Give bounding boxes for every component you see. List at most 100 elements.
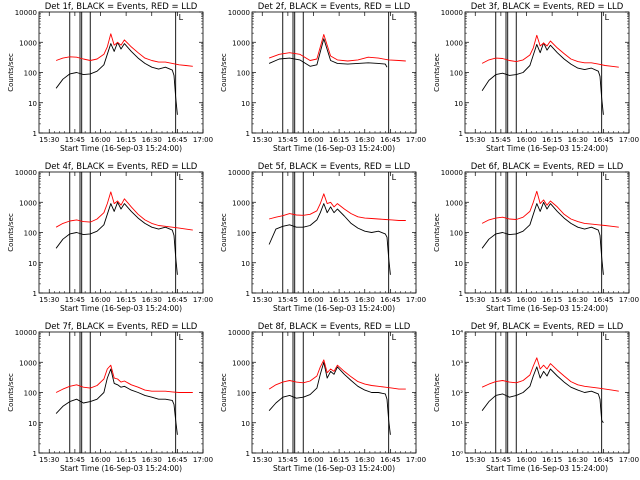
x-axis-label: Start Time (16-Sep-03 15:24:00) bbox=[273, 464, 395, 473]
x-axis-label: Start Time (16-Sep-03 15:24:00) bbox=[486, 464, 608, 473]
x-tick-label: 16:15 bbox=[116, 136, 136, 144]
x-tick-label: 17:00 bbox=[406, 456, 426, 464]
x-tick-label: 16:15 bbox=[542, 136, 562, 144]
plot-frame bbox=[464, 171, 630, 294]
panel-9: Det 9f, BLACK = Events, RED = LLD 10⁰ 10¹ 1… bbox=[433, 322, 639, 473]
x-tick-label: 15:30 bbox=[465, 456, 485, 464]
x-tick-label: 15:45 bbox=[491, 136, 511, 144]
y-tick-label: 1 bbox=[33, 290, 37, 298]
series-line-lld bbox=[55, 33, 193, 67]
y-tick-label: 10 bbox=[28, 260, 37, 268]
x-tick-label: 16:30 bbox=[142, 136, 162, 144]
panel-title: Det 3f, BLACK = Events, RED = LLD bbox=[471, 2, 624, 12]
panel-2: Det 2f, BLACK = Events, RED = LLD 1 10 100 1… bbox=[220, 2, 426, 153]
y-axis-label: Counts/sec bbox=[433, 373, 441, 412]
x-tick-label: 16:00 bbox=[303, 456, 323, 464]
y-axis-label: Counts/sec bbox=[433, 53, 441, 92]
x-tick-label: 17:00 bbox=[406, 136, 426, 144]
x-axis-label: Start Time (16-Sep-03 15:24:00) bbox=[486, 304, 608, 313]
x-axis-label: Start Time (16-Sep-03 15:24:00) bbox=[60, 464, 182, 473]
series-line-lld bbox=[481, 357, 619, 392]
x-tick-label: 16:15 bbox=[116, 456, 136, 464]
y-tick-label: 10000 bbox=[441, 169, 463, 177]
series-line-events bbox=[481, 42, 604, 115]
x-tick-label: 16:30 bbox=[142, 296, 162, 304]
y-tick-label: 1000 bbox=[445, 199, 463, 207]
x-tick-label: 16:00 bbox=[516, 136, 536, 144]
corner-mark: L bbox=[392, 173, 397, 182]
x-tick-label: 15:30 bbox=[465, 296, 485, 304]
x-tick-label: 15:30 bbox=[39, 456, 59, 464]
x-tick-label: 16:15 bbox=[329, 136, 349, 144]
series-line-lld bbox=[481, 34, 619, 68]
series-line-lld bbox=[268, 359, 406, 390]
y-tick-label: 1 bbox=[246, 130, 250, 138]
x-tick-label: 16:15 bbox=[542, 456, 562, 464]
y-tick-label: 10000 bbox=[15, 9, 37, 17]
x-tick-label: 15:30 bbox=[465, 136, 485, 144]
y-tick-label: 1 bbox=[459, 130, 463, 138]
x-axis-label: Start Time (16-Sep-03 15:24:00) bbox=[60, 304, 182, 313]
y-axis-label: Counts/sec bbox=[7, 213, 15, 252]
y-tick-label: 1000 bbox=[232, 199, 250, 207]
y-tick-label: 1000 bbox=[232, 359, 250, 367]
y-tick-label: 1000 bbox=[19, 359, 37, 367]
y-axis-label: Counts/sec bbox=[220, 213, 228, 252]
y-tick-label: 1 bbox=[33, 450, 37, 458]
x-tick-label: 16:30 bbox=[355, 456, 375, 464]
y-tick-label: 100 bbox=[24, 390, 37, 398]
y-tick-label: 1000 bbox=[445, 39, 463, 47]
corner-mark: L bbox=[605, 13, 610, 22]
y-axis-label: Counts/sec bbox=[433, 213, 441, 252]
y-tick-label: 1 bbox=[246, 290, 250, 298]
x-tick-label: 16:30 bbox=[142, 456, 162, 464]
x-tick-label: 15:45 bbox=[491, 296, 511, 304]
x-tick-label: 17:00 bbox=[619, 296, 639, 304]
series-line-events bbox=[55, 368, 178, 435]
y-tick-label: 1000 bbox=[19, 39, 37, 47]
series-line-lld bbox=[55, 191, 193, 231]
corner-mark: L bbox=[605, 173, 610, 182]
x-tick-label: 15:30 bbox=[39, 136, 59, 144]
y-tick-label: 100 bbox=[237, 70, 250, 78]
x-tick-label: 17:00 bbox=[619, 456, 639, 464]
x-tick-label: 15:45 bbox=[278, 136, 298, 144]
x-tick-label: 16:00 bbox=[90, 296, 110, 304]
panel-6: Det 6f, BLACK = Events, RED = LLD 1 10 100 1… bbox=[433, 162, 639, 313]
plot-frame bbox=[38, 11, 204, 134]
series-line-events bbox=[55, 41, 178, 115]
y-tick-label: 1000 bbox=[232, 39, 250, 47]
x-tick-label: 16:00 bbox=[516, 296, 536, 304]
x-tick-label: 15:30 bbox=[252, 136, 272, 144]
y-tick-label: 10 bbox=[454, 260, 463, 268]
y-tick-label: 10000 bbox=[228, 9, 250, 17]
plot-frame bbox=[251, 171, 417, 294]
y-tick-label: 100 bbox=[450, 230, 463, 238]
x-axis-label: Start Time (16-Sep-03 15:24:00) bbox=[486, 144, 608, 153]
series-line-lld bbox=[481, 190, 619, 228]
y-tick-label: 10000 bbox=[228, 329, 250, 337]
y-tick-label: 10000 bbox=[15, 169, 37, 177]
x-tick-label: 16:15 bbox=[542, 296, 562, 304]
x-tick-label: 16:30 bbox=[355, 296, 375, 304]
x-tick-label: 16:00 bbox=[90, 456, 110, 464]
x-tick-label: 16:45 bbox=[380, 136, 400, 144]
x-tick-label: 16:00 bbox=[516, 456, 536, 464]
series-line-events bbox=[481, 366, 604, 424]
x-tick-label: 16:45 bbox=[593, 136, 613, 144]
x-tick-label: 16:45 bbox=[380, 456, 400, 464]
plot-frame bbox=[464, 11, 630, 134]
panel-4: Det 4f, BLACK = Events, RED = LLD 1 10 100 1… bbox=[7, 162, 213, 313]
panel-5: Det 5f, BLACK = Events, RED = LLD 1 10 100 1… bbox=[220, 162, 426, 313]
x-axis-label: Start Time (16-Sep-03 15:24:00) bbox=[273, 304, 395, 313]
x-tick-label: 15:30 bbox=[252, 296, 272, 304]
plot-frame bbox=[38, 171, 204, 294]
y-tick-label: 1 bbox=[459, 290, 463, 298]
x-tick-label: 16:00 bbox=[303, 136, 323, 144]
y-axis-label: Counts/sec bbox=[220, 53, 228, 92]
y-tick-label: 100 bbox=[237, 230, 250, 238]
y-tick-label: 10 bbox=[241, 260, 250, 268]
y-tick-label: 10¹ bbox=[451, 420, 463, 428]
x-tick-label: 17:00 bbox=[193, 296, 213, 304]
